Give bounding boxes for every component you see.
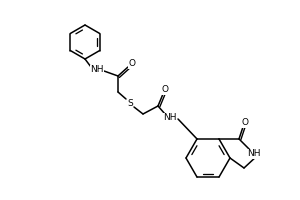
Text: O: O (242, 118, 248, 127)
Text: NH: NH (163, 114, 177, 122)
Text: O: O (128, 60, 136, 68)
Text: S: S (127, 98, 133, 108)
Text: NH: NH (90, 66, 104, 74)
Text: NH: NH (247, 149, 261, 158)
Text: O: O (161, 86, 169, 95)
